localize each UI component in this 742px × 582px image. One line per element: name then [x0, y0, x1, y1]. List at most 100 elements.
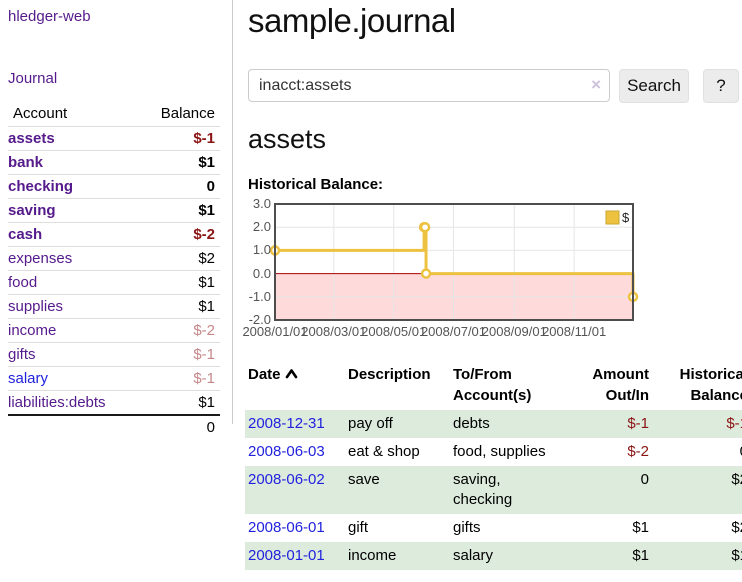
- search-button[interactable]: Search: [619, 69, 689, 103]
- transaction-date-link[interactable]: 2008-06-01: [248, 519, 325, 536]
- register-balance-cell: $1: [731, 547, 742, 564]
- accounts-header-balance: Balance: [135, 101, 220, 127]
- search-input[interactable]: [248, 69, 610, 102]
- account-link[interactable]: income: [8, 322, 57, 339]
- account-row: supplies $1: [8, 294, 220, 319]
- x-axis-tick-label: 2008/07/01: [420, 324, 487, 339]
- sidebar: hledger-web Journal Account Balance asse…: [0, 0, 233, 439]
- x-axis-tick-label: 2008/01/01: [242, 324, 308, 339]
- account-balance: $1: [198, 394, 215, 411]
- account-balance: $-2: [135, 222, 220, 247]
- register-header-date[interactable]: Date: [245, 360, 348, 410]
- transaction-date-link[interactable]: 2008-06-02: [248, 471, 325, 488]
- y-axis-tick-label: 1.0: [252, 242, 271, 258]
- register-amount-cell: $1: [632, 547, 649, 564]
- register-description-cell: eat & shop: [348, 443, 420, 460]
- x-axis-tick-label: 2008/09/01: [481, 324, 547, 339]
- account-link[interactable]: assets: [8, 130, 55, 147]
- y-axis-tick-label: -2.0: [248, 312, 271, 327]
- y-axis-tick-label: 3.0: [252, 196, 271, 211]
- account-link[interactable]: expenses: [8, 250, 73, 267]
- x-axis-tick-label: 2008/03/01: [301, 324, 367, 339]
- account-name-cell: liabilities:debts: [8, 391, 136, 416]
- brand-link[interactable]: hledger-web: [8, 8, 91, 25]
- account-balance: 0: [135, 174, 220, 199]
- account-link[interactable]: saving: [8, 202, 56, 219]
- help-button[interactable]: ?: [703, 69, 739, 103]
- register-header-date-label: Date: [248, 366, 281, 383]
- register-header-balance: Historical Balance: [679, 366, 742, 404]
- main-content: sample.journal × Search ? assets Histori…: [242, 0, 742, 582]
- y-axis-tick-label: 0.0: [252, 265, 271, 281]
- account-balance: $-1: [135, 366, 220, 391]
- account-link[interactable]: salary: [8, 370, 49, 387]
- account-link[interactable]: cash: [8, 226, 43, 243]
- account-name-cell: food: [8, 270, 136, 295]
- register-date-cell: 2008-06-01: [245, 514, 348, 542]
- x-axis-tick-label: 2008/05/01: [361, 324, 427, 339]
- page-title: sample.journal: [248, 2, 456, 39]
- account-row: saving $1: [8, 198, 220, 223]
- account-row: liabilities:debts $1: [8, 391, 220, 416]
- account-link[interactable]: gifts: [8, 346, 36, 363]
- account-link[interactable]: bank: [8, 154, 44, 171]
- account-name-cell: saving: [8, 198, 136, 223]
- register-description-cell: save: [348, 471, 380, 488]
- register-header-description: Description: [348, 366, 431, 383]
- account-row: salary $-1: [8, 366, 220, 391]
- caret-up-icon: [285, 369, 297, 379]
- account-row: cash $-2: [8, 222, 220, 247]
- search-box: ×: [248, 69, 610, 102]
- sidebar-item-journal[interactable]: Journal: [8, 70, 58, 87]
- chart-canvas: $: [269, 203, 639, 321]
- account-name-cell: salary: [8, 366, 136, 391]
- account-balance: $1: [135, 270, 220, 295]
- register-description-cell: pay off: [348, 415, 393, 432]
- account-row: food $1: [8, 270, 220, 295]
- account-balance: $-2: [135, 318, 220, 343]
- register-header-accounts: To/From Account(s): [453, 366, 532, 404]
- register-header-row: Date Description To/From Account(s) Amou…: [245, 360, 742, 410]
- transaction-date-link[interactable]: 2008-06-03: [248, 443, 325, 460]
- account-name-cell: bank: [8, 150, 136, 175]
- account-balance: $1: [135, 294, 220, 319]
- chart-point: [419, 221, 431, 233]
- account-link[interactable]: supplies: [8, 298, 64, 315]
- register-accounts-cell: salary: [453, 547, 494, 564]
- account-balance: $1: [135, 198, 220, 223]
- transaction-date-link[interactable]: 2008-01-01: [248, 547, 325, 564]
- register-amount-cell: $-1: [627, 415, 649, 432]
- register-row: 2008-12-31 pay off debts $-1 $-1: [245, 410, 742, 438]
- register-date-cell: 2008-06-02: [245, 466, 348, 514]
- y-axis-tick-label: 2.0: [252, 219, 271, 235]
- account-name-cell: gifts: [8, 342, 136, 367]
- accounts-header-account: Account: [8, 101, 136, 127]
- account-name-cell: checking: [8, 174, 136, 199]
- register-accounts-cell: saving, checking: [453, 471, 513, 508]
- account-row: expenses $2: [8, 246, 220, 271]
- clear-search-icon[interactable]: ×: [591, 75, 601, 94]
- transaction-date-link[interactable]: 2008-12-31: [248, 415, 325, 432]
- register-amount-cell: $1: [632, 519, 649, 536]
- account-link[interactable]: food: [8, 274, 38, 291]
- account-row: gifts $-1: [8, 342, 220, 367]
- legend-swatch: [605, 210, 620, 225]
- register-row: 2008-06-02 save saving, checking 0 $2: [245, 466, 742, 514]
- accounts-header-row: Account Balance: [8, 101, 220, 127]
- account-balance: $-1: [135, 126, 220, 151]
- account-row: assets $-1: [8, 126, 220, 151]
- account-balance: $-1: [135, 342, 220, 367]
- register-amount-cell: 0: [640, 471, 649, 488]
- historical-balance-chart: $3.0 2.0 1.0 0.0 -1.0 -2.0 2008/01/01 2008/03/0…: [242, 196, 665, 342]
- accounts-total-balance: 0: [135, 414, 220, 439]
- accounts-total-row: 0: [8, 414, 220, 439]
- account-link[interactable]: checking: [8, 178, 74, 195]
- register-accounts-cell: gifts: [453, 519, 481, 536]
- register-date-cell: 2008-06-03: [245, 438, 348, 466]
- account-link[interactable]: liabilities:debts: [8, 394, 106, 411]
- chart-point: [420, 268, 432, 279]
- register-row: 2008-06-03 eat & shop food, supplies $-2 0: [245, 438, 742, 466]
- register-balance-cell: $2: [731, 471, 742, 488]
- plot-border: [274, 203, 634, 321]
